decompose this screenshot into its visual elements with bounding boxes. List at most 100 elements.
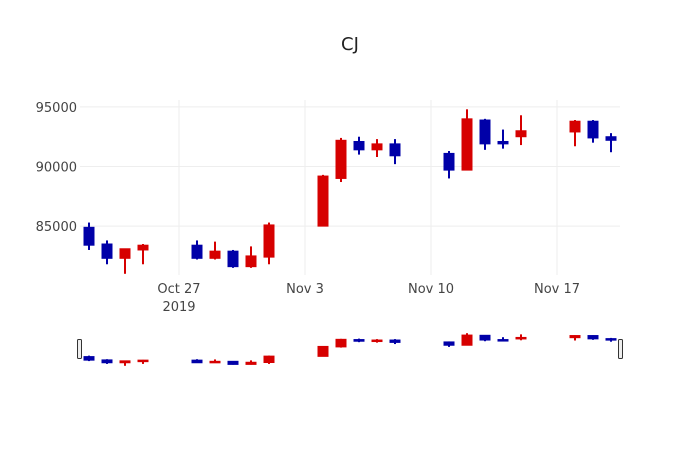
candle-body bbox=[353, 140, 365, 151]
candle-body bbox=[497, 140, 509, 145]
range-slider-candle-body bbox=[101, 359, 113, 364]
candle bbox=[569, 120, 581, 147]
candle bbox=[83, 222, 95, 250]
range-slider-candle bbox=[101, 359, 113, 364]
range-slider-candle-body bbox=[335, 338, 347, 348]
candle bbox=[515, 115, 527, 146]
range-slider-candle bbox=[83, 355, 95, 362]
range-slider-candle-body bbox=[353, 339, 365, 342]
candle bbox=[227, 249, 239, 268]
range-slider-candle-body bbox=[137, 359, 149, 363]
range-slider-candle bbox=[515, 334, 527, 341]
range-slider-candle-body bbox=[263, 355, 275, 364]
range-slider-candle bbox=[371, 339, 383, 343]
range-slider-candle-body bbox=[245, 361, 257, 365]
range-slider-candle bbox=[461, 333, 473, 346]
candle bbox=[587, 120, 599, 143]
candle-body bbox=[137, 244, 149, 251]
y-tick-label: 90000 bbox=[36, 161, 77, 176]
chart-title: CJ bbox=[341, 34, 359, 55]
x-tick-year-label: 2019 bbox=[162, 300, 195, 315]
range-slider-candle-body bbox=[389, 339, 401, 343]
range-slider-candle bbox=[587, 335, 599, 340]
candle bbox=[335, 137, 347, 183]
range-slider-candle-body bbox=[83, 356, 95, 361]
candle-body bbox=[335, 139, 347, 179]
range-slider-candle bbox=[335, 338, 347, 348]
x-tick-label: Nov 10 bbox=[408, 282, 454, 297]
candle-body bbox=[227, 250, 239, 268]
range-slider-candle-body bbox=[119, 360, 131, 364]
candle bbox=[443, 151, 455, 179]
candle-body bbox=[263, 224, 275, 258]
candle bbox=[497, 129, 509, 149]
candle-body bbox=[101, 243, 113, 259]
candle bbox=[191, 240, 203, 260]
candle-body bbox=[209, 250, 221, 259]
range-slider-candle-body bbox=[443, 341, 455, 346]
candle-body bbox=[443, 152, 455, 171]
range-slider[interactable] bbox=[77, 330, 623, 368]
candle-body bbox=[569, 120, 581, 133]
range-slider-candle-body bbox=[461, 334, 473, 346]
range-slider-right-handle[interactable] bbox=[618, 339, 623, 359]
candle-body bbox=[479, 119, 491, 145]
candle bbox=[353, 136, 365, 155]
candle-body bbox=[317, 175, 329, 227]
range-slider-candle bbox=[353, 338, 365, 343]
range-slider-candle bbox=[245, 360, 257, 365]
candle-body bbox=[119, 248, 131, 259]
candle-body bbox=[191, 244, 203, 259]
range-slider-background bbox=[80, 330, 620, 368]
candle bbox=[263, 222, 275, 265]
candle bbox=[461, 109, 473, 171]
range-slider-candle bbox=[137, 359, 149, 364]
candle-body bbox=[515, 130, 527, 138]
candle bbox=[371, 139, 383, 157]
range-slider-candle bbox=[227, 360, 239, 365]
range-slider-candle bbox=[479, 334, 491, 342]
range-slider-candle bbox=[389, 339, 401, 345]
candle-body bbox=[587, 120, 599, 139]
range-slider-candle-body bbox=[479, 334, 491, 341]
range-slider-candle bbox=[191, 359, 203, 364]
y-tick-label: 95000 bbox=[36, 101, 77, 116]
range-slider-candle-body bbox=[227, 360, 239, 365]
candle-body bbox=[389, 143, 401, 157]
range-slider-left-handle[interactable] bbox=[77, 339, 82, 359]
range-slider-candle bbox=[317, 345, 329, 357]
range-slider-candle-body bbox=[605, 338, 617, 341]
candle bbox=[119, 248, 131, 274]
x-tick-label: Nov 17 bbox=[534, 282, 580, 297]
range-slider-candle bbox=[605, 337, 617, 342]
y-tick-label: 85000 bbox=[36, 220, 77, 235]
candle-body bbox=[605, 136, 617, 141]
range-slider-candle-body bbox=[191, 359, 203, 364]
range-slider-candle bbox=[569, 335, 581, 341]
candle bbox=[389, 139, 401, 165]
candle bbox=[137, 244, 149, 265]
range-slider-candle-body bbox=[317, 345, 329, 357]
range-slider-candle bbox=[263, 355, 275, 364]
candle-body bbox=[83, 226, 95, 246]
range-slider-candle-body bbox=[569, 335, 581, 339]
range-slider-candle-body bbox=[497, 339, 509, 342]
range-slider-candle-body bbox=[587, 335, 599, 340]
range-slider-candle bbox=[497, 337, 509, 342]
candle-body bbox=[371, 143, 383, 151]
range-slider-candle bbox=[209, 359, 221, 364]
candle bbox=[605, 133, 617, 153]
candle bbox=[245, 246, 257, 268]
range-slider-candle bbox=[119, 360, 131, 366]
range-slider-candle-body bbox=[515, 336, 527, 340]
range-slider-candle-body bbox=[371, 339, 383, 343]
candle-body bbox=[461, 118, 473, 171]
candle bbox=[209, 241, 221, 260]
x-tick-label: Oct 27 bbox=[157, 282, 200, 297]
range-slider-candle bbox=[443, 341, 455, 347]
candle-body bbox=[245, 255, 257, 268]
range-slider-candle-body bbox=[209, 360, 221, 364]
candle bbox=[317, 174, 329, 227]
